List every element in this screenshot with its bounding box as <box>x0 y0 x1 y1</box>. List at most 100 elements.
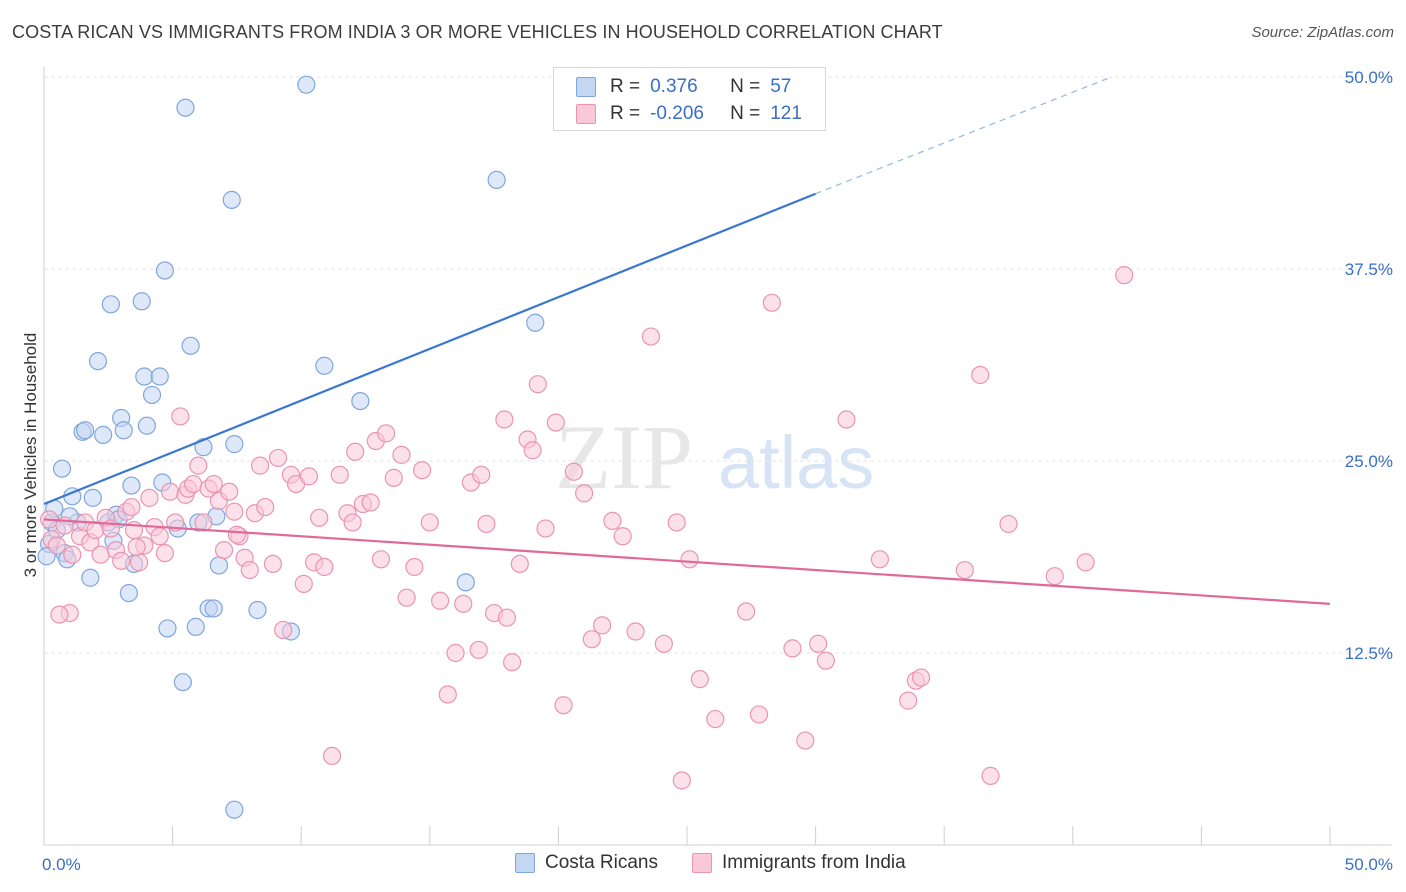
point-india <box>870 550 890 569</box>
point-costa-rican <box>248 600 267 620</box>
point-india <box>150 527 169 546</box>
legend-n-label: N = <box>730 76 761 97</box>
y-tick-label: 25.0% <box>1345 452 1393 471</box>
legend-n-label: N = <box>730 103 761 124</box>
point-costa-rican <box>225 435 244 454</box>
point-india <box>672 771 691 790</box>
point-india <box>438 685 457 704</box>
point-india <box>1045 567 1064 586</box>
point-india <box>299 467 319 486</box>
point-costa-rican <box>155 261 174 280</box>
point-india <box>420 513 439 532</box>
legend-label-india: Immigrants from India <box>722 852 906 873</box>
point-india <box>641 327 661 346</box>
point-india <box>184 474 203 494</box>
point-costa-rican <box>173 673 192 692</box>
watermark: ZIP atlas <box>555 406 874 508</box>
point-india <box>250 456 270 475</box>
point-india <box>816 651 835 670</box>
series-legend: Costa Ricans Immigrants from India <box>515 852 940 874</box>
point-india <box>384 468 403 487</box>
point-india <box>274 620 293 640</box>
point-india <box>706 709 725 729</box>
trend-lines <box>43 76 1331 605</box>
point-costa-rican <box>209 556 228 575</box>
point-india <box>256 497 275 517</box>
trend-extension-costa-ricans <box>815 76 1112 195</box>
point-india <box>510 554 529 574</box>
point-india <box>268 448 288 468</box>
trend-line-india <box>43 518 1331 605</box>
point-costa-rican <box>204 599 223 618</box>
point-india <box>667 513 686 532</box>
legend-row-india: R = -0.206 N = 121 <box>576 101 802 127</box>
point-costa-rican <box>315 356 334 375</box>
chart-title: COSTA RICAN VS IMMIGRANTS FROM INDIA 3 O… <box>12 22 943 42</box>
point-costa-rican <box>222 190 241 209</box>
point-india <box>446 643 465 663</box>
point-india <box>343 513 362 532</box>
point-india <box>130 553 149 572</box>
point-india <box>371 550 391 569</box>
point-india <box>762 293 781 312</box>
point-india <box>472 465 491 484</box>
point-india <box>412 461 432 480</box>
trend-line-costa-ricans <box>43 192 817 506</box>
point-india <box>122 497 141 517</box>
point-india <box>220 482 239 501</box>
point-india <box>654 634 673 653</box>
point-india <box>593 616 612 635</box>
legend-label-costa-ricans: Costa Ricans <box>545 852 658 873</box>
point-india <box>214 540 234 560</box>
point-india <box>330 465 349 484</box>
point-costa-rican <box>194 438 213 457</box>
point-india <box>749 705 769 724</box>
point-costa-rican <box>351 391 370 411</box>
point-india <box>50 605 69 624</box>
legend-n-value: 57 <box>770 76 792 97</box>
point-india <box>346 442 365 461</box>
point-india <box>582 630 601 649</box>
point-india <box>1115 266 1134 285</box>
point-costa-rican <box>88 352 108 371</box>
legend-swatch-blue <box>515 853 535 873</box>
point-costa-rican <box>181 336 200 355</box>
point-india <box>376 424 396 443</box>
point-india <box>971 365 990 385</box>
point-india <box>47 536 66 555</box>
point-costa-rican <box>137 416 156 435</box>
point-india <box>315 557 334 577</box>
point-costa-rican <box>119 583 138 603</box>
point-india <box>91 545 110 564</box>
point-india <box>227 525 246 544</box>
point-india <box>204 474 223 494</box>
y-tick-label: 37.5% <box>1345 260 1393 279</box>
y-tick-label: 50.0% <box>1345 68 1393 87</box>
point-india <box>1076 553 1095 572</box>
point-india <box>523 441 542 460</box>
point-india <box>575 484 594 503</box>
legend-row-costa-ricans: R = 0.376 N = 57 <box>576 74 791 100</box>
point-india <box>63 545 82 564</box>
point-costa-rican <box>114 421 133 440</box>
axes <box>43 67 1392 846</box>
point-india <box>405 557 424 577</box>
point-india <box>469 640 488 660</box>
x-tick-label: 0.0% <box>42 855 81 874</box>
y-tick-label: 12.5% <box>1345 644 1393 663</box>
point-india <box>955 560 974 580</box>
point-india <box>690 670 709 689</box>
point-india <box>783 639 802 658</box>
legend-r-label: R = <box>610 76 641 97</box>
point-costa-rican <box>81 568 100 587</box>
point-india <box>809 634 828 653</box>
point-costa-rican <box>297 75 316 94</box>
point-india <box>737 602 756 621</box>
point-costa-rican <box>83 488 102 507</box>
legend-r-value: -0.206 <box>650 103 704 124</box>
tick-labels: 12.5% 25.0% 37.5% 50.0% 0.0% 50.0% <box>42 68 1393 874</box>
point-india <box>397 588 416 607</box>
point-india <box>322 746 342 766</box>
point-india <box>554 696 573 715</box>
point-india <box>528 375 547 394</box>
